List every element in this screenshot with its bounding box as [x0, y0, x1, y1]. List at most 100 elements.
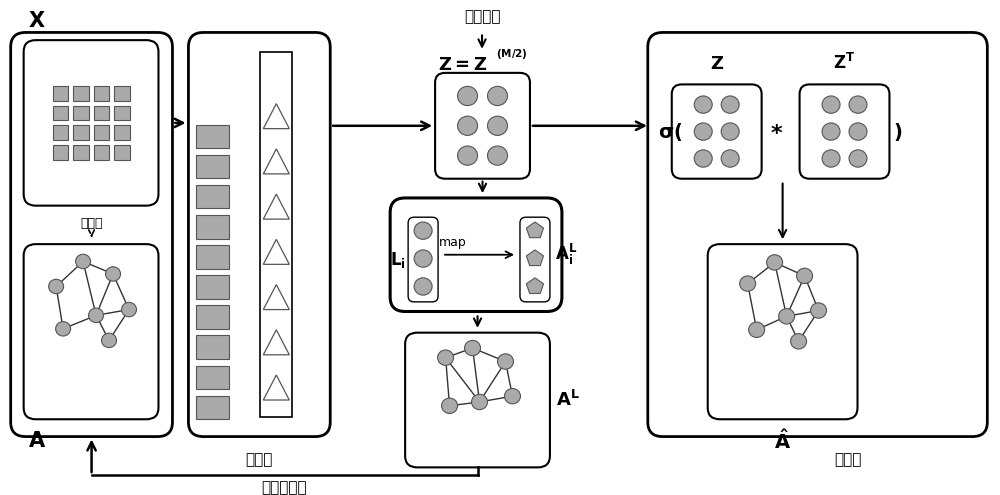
Bar: [73, 105, 89, 120]
FancyBboxPatch shape: [405, 333, 550, 467]
Text: $\mathbf{Z{=}Z}$: $\mathbf{Z{=}Z}$: [438, 56, 487, 74]
Circle shape: [414, 250, 432, 267]
Bar: [94, 125, 109, 140]
Circle shape: [438, 350, 454, 365]
Circle shape: [797, 268, 813, 284]
Bar: [114, 105, 130, 120]
Polygon shape: [526, 250, 543, 266]
FancyBboxPatch shape: [520, 217, 550, 302]
Text: $\mathbf{Z^T}$: $\mathbf{Z^T}$: [833, 53, 856, 73]
Polygon shape: [263, 239, 289, 264]
Circle shape: [56, 322, 71, 336]
Text: $\mathbf{*}$: $\mathbf{*}$: [770, 122, 783, 142]
Circle shape: [849, 96, 867, 113]
Circle shape: [694, 150, 712, 167]
Bar: [94, 105, 109, 120]
Text: $\mathbf{A}$: $\mathbf{A}$: [28, 431, 46, 451]
Text: $\mathbf{(M/2)}$: $\mathbf{(M/2)}$: [496, 47, 528, 60]
Bar: [53, 86, 68, 101]
Circle shape: [465, 341, 481, 356]
Polygon shape: [263, 330, 289, 355]
FancyBboxPatch shape: [390, 198, 562, 311]
Circle shape: [849, 123, 867, 140]
Circle shape: [102, 333, 117, 347]
Circle shape: [749, 322, 765, 338]
Text: $\mathbf{A^L}$: $\mathbf{A^L}$: [556, 390, 580, 410]
Circle shape: [472, 394, 488, 410]
Circle shape: [414, 278, 432, 295]
FancyBboxPatch shape: [672, 85, 762, 179]
Bar: [196, 185, 229, 208]
Text: 解码层: 解码层: [834, 452, 861, 467]
Circle shape: [822, 150, 840, 167]
Bar: [114, 145, 130, 160]
Circle shape: [76, 254, 91, 269]
Polygon shape: [526, 222, 543, 238]
Circle shape: [822, 123, 840, 140]
Text: map: map: [439, 236, 467, 248]
Circle shape: [442, 398, 458, 413]
Bar: [196, 275, 229, 299]
Circle shape: [694, 123, 712, 140]
Text: $\mathbf{Z}$: $\mathbf{Z}$: [710, 55, 724, 73]
Bar: [196, 366, 229, 389]
Text: $\mathbf{L_i}$: $\mathbf{L_i}$: [390, 249, 406, 270]
Bar: [260, 51, 292, 417]
Bar: [196, 215, 229, 239]
Text: $\mathbf{A_i^L}$: $\mathbf{A_i^L}$: [555, 242, 577, 267]
Text: $\mathbf{\sigma(}$: $\mathbf{\sigma(}$: [658, 121, 682, 143]
Bar: [114, 86, 130, 101]
Circle shape: [498, 354, 513, 369]
Circle shape: [822, 96, 840, 113]
Bar: [196, 305, 229, 329]
Circle shape: [791, 334, 807, 349]
Circle shape: [811, 303, 827, 318]
Polygon shape: [263, 149, 289, 174]
Circle shape: [122, 302, 137, 317]
FancyBboxPatch shape: [11, 33, 172, 437]
Circle shape: [458, 86, 478, 105]
Circle shape: [779, 308, 795, 324]
Bar: [196, 125, 229, 148]
FancyBboxPatch shape: [800, 85, 889, 179]
Circle shape: [721, 123, 739, 140]
Circle shape: [721, 96, 739, 113]
Bar: [196, 155, 229, 178]
Circle shape: [49, 279, 64, 294]
Bar: [73, 125, 89, 140]
Circle shape: [849, 150, 867, 167]
Bar: [73, 86, 89, 101]
Circle shape: [488, 86, 507, 105]
FancyBboxPatch shape: [408, 217, 438, 302]
FancyBboxPatch shape: [24, 40, 158, 205]
Circle shape: [767, 255, 783, 270]
Text: $\mathbf{\hat{A}}$: $\mathbf{\hat{A}}$: [774, 429, 791, 453]
Text: $\mathbf{X}$: $\mathbf{X}$: [28, 10, 45, 31]
Bar: [196, 396, 229, 419]
Circle shape: [458, 146, 478, 165]
Bar: [53, 125, 68, 140]
Text: 自适应更新: 自适应更新: [262, 480, 307, 495]
Polygon shape: [263, 375, 289, 400]
Circle shape: [721, 150, 739, 167]
Circle shape: [488, 116, 507, 136]
Bar: [196, 336, 229, 359]
Circle shape: [488, 146, 507, 165]
FancyBboxPatch shape: [708, 244, 858, 419]
Text: $\mathbf{)}$: $\mathbf{)}$: [893, 121, 903, 143]
Bar: [114, 125, 130, 140]
FancyBboxPatch shape: [24, 244, 158, 419]
Polygon shape: [263, 194, 289, 219]
Bar: [196, 245, 229, 269]
FancyBboxPatch shape: [648, 33, 987, 437]
Circle shape: [694, 96, 712, 113]
Polygon shape: [263, 103, 289, 129]
Bar: [94, 145, 109, 160]
Circle shape: [89, 308, 104, 323]
Text: 编码层: 编码层: [246, 452, 273, 467]
FancyBboxPatch shape: [435, 73, 530, 179]
Circle shape: [106, 267, 121, 281]
Circle shape: [504, 389, 520, 404]
Circle shape: [740, 276, 756, 291]
Polygon shape: [263, 285, 289, 309]
